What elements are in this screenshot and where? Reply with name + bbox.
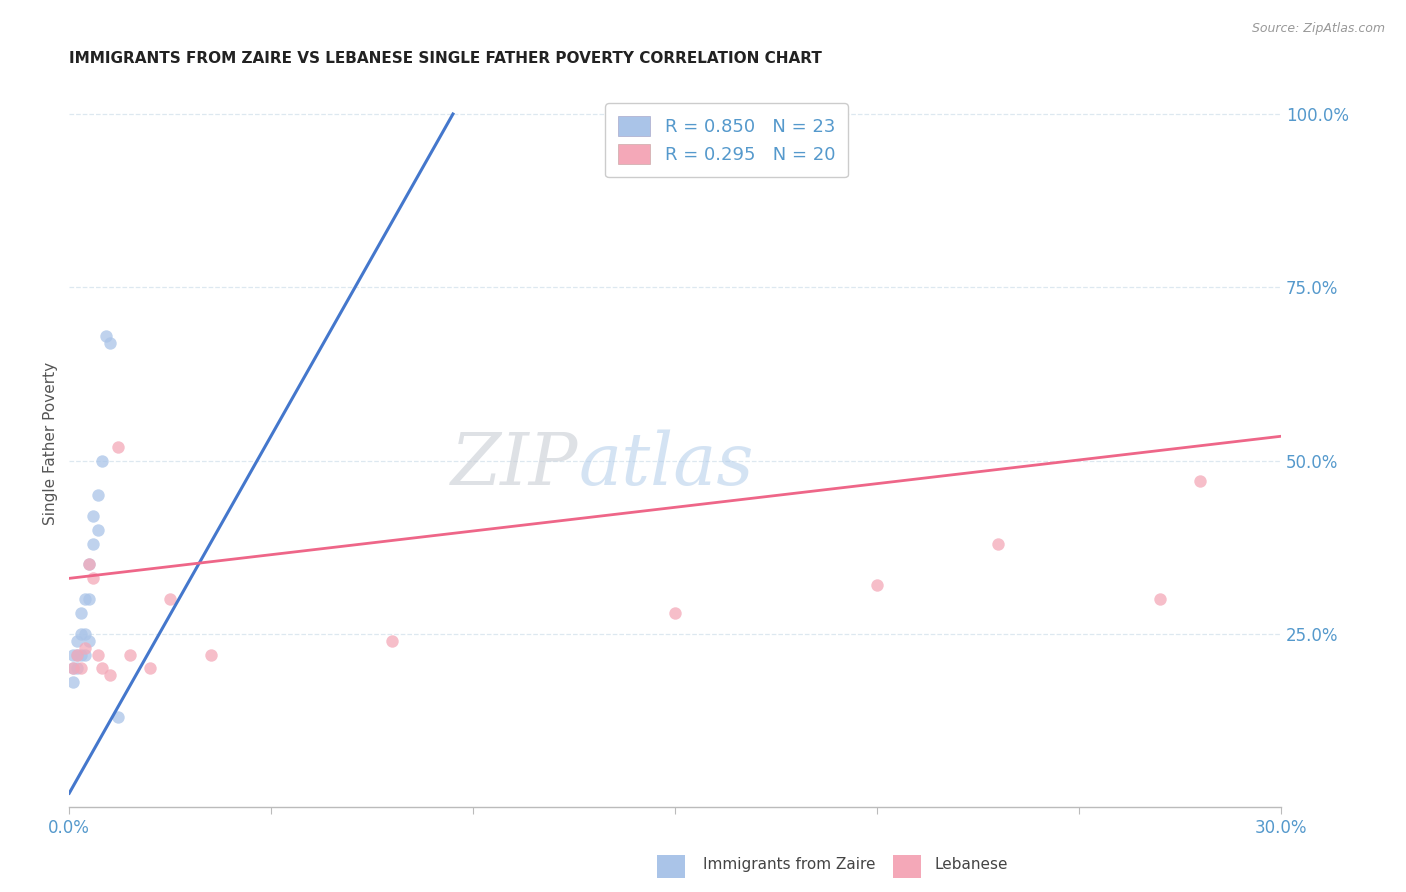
Point: [86, 488, 108, 502]
Point: [70, 606, 93, 620]
Point: [75, 627, 97, 641]
Point: [90, 453, 112, 467]
Point: [70, 648, 93, 662]
Legend: R = 0.850   N = 23, R = 0.295   N = 20: R = 0.850 N = 23, R = 0.295 N = 20: [606, 103, 848, 178]
Point: [66, 648, 89, 662]
Text: Source: ZipAtlas.com: Source: ZipAtlas.com: [1251, 22, 1385, 36]
Point: [75, 640, 97, 655]
Point: [118, 648, 141, 662]
Point: [987, 537, 1010, 551]
Point: [62, 675, 84, 690]
Point: [664, 606, 686, 620]
Text: atlas: atlas: [578, 430, 754, 500]
Point: [66, 648, 89, 662]
Point: [139, 661, 162, 675]
Point: [107, 710, 129, 724]
Point: [82, 571, 104, 585]
Point: [98, 668, 121, 682]
Point: [66, 661, 89, 675]
Point: [75, 592, 97, 607]
Point: [62, 661, 84, 675]
Point: [70, 661, 93, 675]
Y-axis label: Single Father Poverty: Single Father Poverty: [44, 361, 58, 524]
Text: Immigrants from Zaire: Immigrants from Zaire: [703, 857, 876, 872]
Point: [1189, 475, 1212, 489]
Point: [200, 648, 222, 662]
Point: [86, 648, 108, 662]
Point: [86, 523, 108, 537]
Point: [98, 335, 121, 350]
Point: [94, 328, 117, 343]
Point: [82, 537, 104, 551]
Text: IMMIGRANTS FROM ZAIRE VS LEBANESE SINGLE FATHER POVERTY CORRELATION CHART: IMMIGRANTS FROM ZAIRE VS LEBANESE SINGLE…: [69, 51, 823, 66]
Point: [79, 633, 101, 648]
Text: Lebanese: Lebanese: [935, 857, 1008, 872]
Text: ZIP: ZIP: [451, 430, 578, 500]
Point: [79, 558, 101, 572]
Point: [1149, 592, 1171, 607]
Point: [107, 440, 129, 454]
Point: [62, 648, 84, 662]
Point: [62, 661, 84, 675]
Point: [159, 592, 181, 607]
Point: [75, 648, 97, 662]
Point: [866, 578, 889, 592]
Point: [79, 592, 101, 607]
Point: [90, 661, 112, 675]
Point: [70, 627, 93, 641]
Point: [79, 558, 101, 572]
Point: [381, 633, 404, 648]
Point: [66, 633, 89, 648]
Point: [82, 508, 104, 523]
